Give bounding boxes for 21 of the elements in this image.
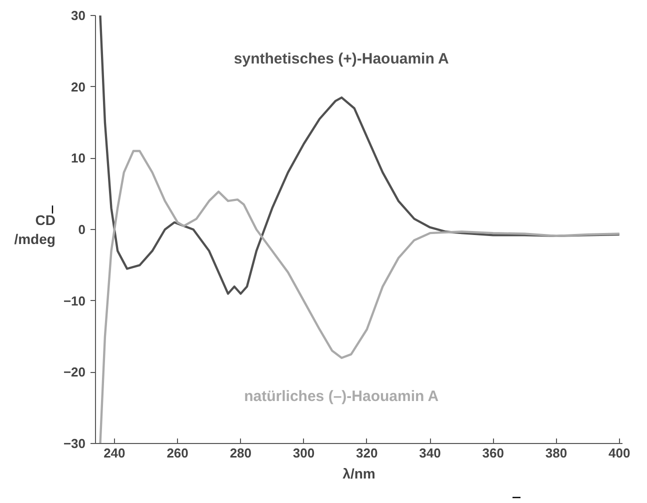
x-tick-label: 380 [545,446,568,460]
y-tick-label: −30 [63,436,86,451]
x-tick-label: 320 [356,446,378,460]
x-tick-label: 300 [292,446,315,460]
y-tick-label: 20 [71,79,86,94]
y-tick-label: −10 [63,293,86,308]
x-tick-label: 260 [166,446,188,460]
y-tick-label: 30 [71,8,86,23]
text: natürliches (–)-Haouamin A [244,388,439,405]
text: synthetisches (+)-Haouamin A [234,50,449,68]
y-tick-label: −20 [63,364,86,380]
x-tick-label: 280 [230,446,252,460]
y-tick-label: 0 [78,222,86,237]
x-tick-label: 240 [104,446,126,460]
line-series [99,16,620,295]
x-tick-label: 340 [419,446,441,460]
y-tick-label: 10 [71,150,86,166]
x-axis-title: λ/nm [342,466,376,482]
x-tick-label: 360 [482,446,504,460]
line-series [99,150,620,444]
x-tick-label: 400 [608,446,630,460]
